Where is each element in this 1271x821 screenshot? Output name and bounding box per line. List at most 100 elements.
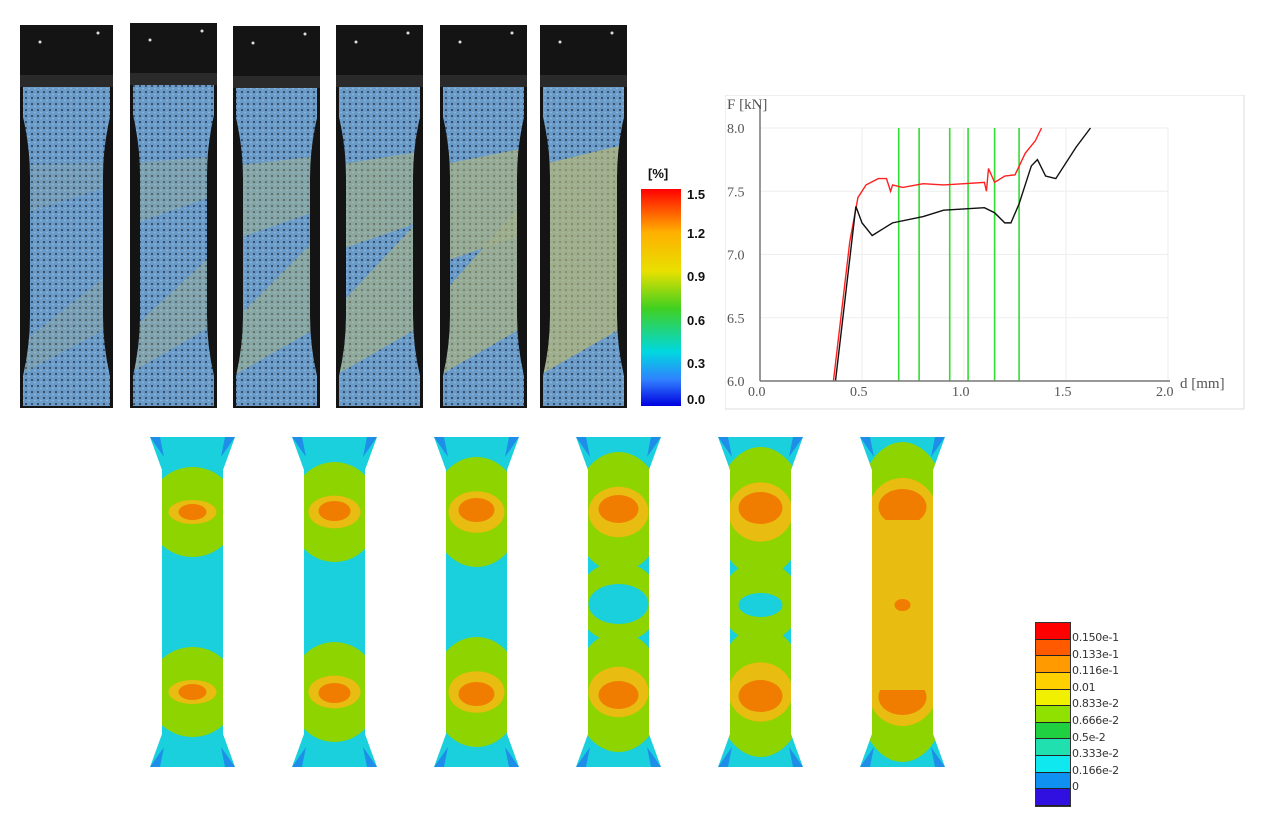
corner — [647, 747, 661, 767]
fe-legend-swatch — [1036, 739, 1070, 757]
contours — [860, 437, 945, 767]
contours — [718, 437, 803, 767]
fe-specimen — [292, 437, 377, 767]
band-yellow — [448, 671, 505, 713]
band-orange — [178, 504, 207, 520]
grip — [130, 73, 217, 85]
fe-base — [576, 437, 661, 767]
dic-photo — [233, 26, 320, 408]
band-green — [718, 627, 803, 757]
grip — [540, 75, 627, 87]
band-orange — [318, 501, 351, 521]
fe-legend-label: 0.5e-2 — [1072, 730, 1106, 744]
mid-cyan — [880, 593, 925, 617]
mid-green — [720, 562, 801, 642]
upper-band — [133, 156, 214, 225]
band-yellow — [168, 500, 217, 524]
dic-photo — [540, 25, 627, 408]
mid-yellow — [860, 520, 945, 690]
mid-green — [862, 562, 943, 642]
grip — [440, 75, 527, 87]
fe-base — [150, 437, 235, 767]
fe-base — [434, 437, 519, 767]
fe-legend-swatch — [1036, 722, 1070, 740]
marker-dot — [406, 31, 410, 35]
upper-band — [23, 162, 110, 215]
dic-strain-photos — [20, 23, 627, 408]
corner — [647, 437, 661, 457]
marker-dot — [610, 31, 614, 35]
fe-base — [860, 437, 945, 767]
dic-photo — [20, 25, 113, 408]
fe-legend-label: 0.01 — [1072, 680, 1096, 694]
corner — [292, 437, 306, 457]
lower-band — [133, 250, 214, 373]
dic-tick: 0.0 — [687, 392, 706, 407]
fe-base — [292, 437, 377, 767]
fe-legend-label: 0.116e-1 — [1072, 664, 1119, 678]
band-yellow — [448, 491, 505, 533]
band-green — [576, 632, 661, 752]
corner — [505, 747, 519, 767]
marker-dot — [458, 40, 462, 44]
corner — [789, 747, 803, 767]
upper-band — [236, 155, 317, 240]
marker-dot — [148, 38, 152, 42]
fe-legend-swatch — [1036, 706, 1070, 723]
band-orange — [738, 680, 783, 712]
grip — [20, 75, 113, 87]
dic-tick: 0.6 — [687, 313, 706, 328]
specimen — [443, 87, 524, 406]
marker-dot — [354, 40, 358, 44]
contours — [292, 437, 377, 767]
x-tick-label: 2.0 — [1156, 385, 1174, 400]
band-yellow — [728, 482, 793, 542]
strain-bands — [443, 147, 524, 375]
y-tick-label: 6.0 — [727, 375, 745, 390]
x-axis-label: d [mm] — [1180, 376, 1225, 392]
corner — [860, 747, 874, 767]
dic-colorbar-unit: [%] — [648, 166, 669, 181]
fe-specimen — [576, 437, 661, 767]
dic-tick: 0.3 — [687, 356, 706, 371]
corner — [150, 747, 164, 767]
fe-legend-swatch — [1036, 772, 1070, 790]
band-yellow — [868, 478, 937, 546]
y-tick-label: 8.0 — [727, 122, 745, 137]
corner — [505, 437, 519, 457]
mid-green — [576, 562, 661, 642]
band-orange — [178, 684, 207, 700]
marker-dot — [558, 40, 562, 44]
dic-tick: 1.5 — [687, 187, 706, 202]
corner — [150, 437, 164, 457]
dic-photo — [336, 25, 423, 408]
fe-legend-label: 0.133e-1 — [1072, 647, 1119, 661]
corner — [718, 747, 732, 767]
dic-photo — [130, 23, 217, 408]
mid-cyan — [738, 593, 783, 617]
corner — [718, 437, 732, 457]
grip — [336, 75, 423, 87]
fe-legend-swatch — [1036, 789, 1070, 807]
fe-specimen — [860, 437, 945, 767]
specimen — [23, 87, 110, 406]
y-tick-label: 7.5 — [727, 185, 745, 200]
lower-band — [23, 270, 110, 375]
band-orange — [878, 679, 927, 715]
fe-legend-label: 0.333e-2 — [1072, 747, 1119, 761]
fe-legend-swatch — [1036, 656, 1070, 673]
lower-band — [339, 216, 420, 375]
contours — [576, 437, 661, 767]
y-tick-label: 7.0 — [727, 249, 745, 264]
strain-bands — [339, 151, 420, 375]
dic-photo — [440, 25, 527, 408]
corner — [292, 747, 306, 767]
band-green — [434, 457, 519, 567]
corner — [221, 747, 235, 767]
strain-bands — [543, 144, 624, 375]
strain-bands — [23, 162, 110, 375]
fe-legend-label: 0.166e-2 — [1072, 763, 1119, 777]
band-yellow — [868, 658, 937, 726]
fe-legend-swatch — [1036, 756, 1070, 773]
fe-specimen — [434, 437, 519, 767]
